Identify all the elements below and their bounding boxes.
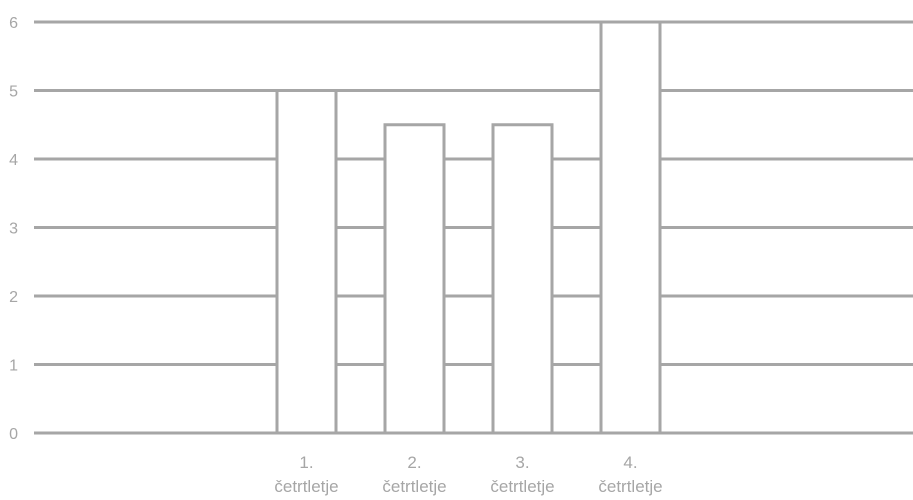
gridlines	[34, 20, 913, 435]
y-tick-label: 6	[9, 15, 18, 32]
x-axis-labels: 1. četrtletje 2. četrtletje 3. četrtletje 4. če…	[274, 453, 662, 496]
bar-1	[275, 89, 338, 435]
x-tick-label: 3. četrtletje	[490, 453, 554, 496]
bars	[275, 20, 662, 435]
y-tick-label: 3	[9, 221, 18, 238]
bar-4	[599, 20, 662, 435]
bar-2	[383, 123, 446, 435]
y-tick-label: 1	[9, 358, 18, 375]
x-tick-label: 1. četrtletje	[274, 453, 338, 496]
x-tick-label: 2. četrtletje	[382, 453, 446, 496]
y-tick-label: 0	[9, 426, 18, 443]
y-tick-label: 4	[9, 152, 18, 169]
y-axis-ticks: 0 1 2 3 4 5 6	[9, 15, 18, 443]
x-tick-label: 4. četrtletje	[598, 453, 662, 496]
y-tick-label: 2	[9, 289, 18, 306]
bar-3	[491, 123, 554, 435]
y-tick-label: 5	[9, 84, 18, 101]
